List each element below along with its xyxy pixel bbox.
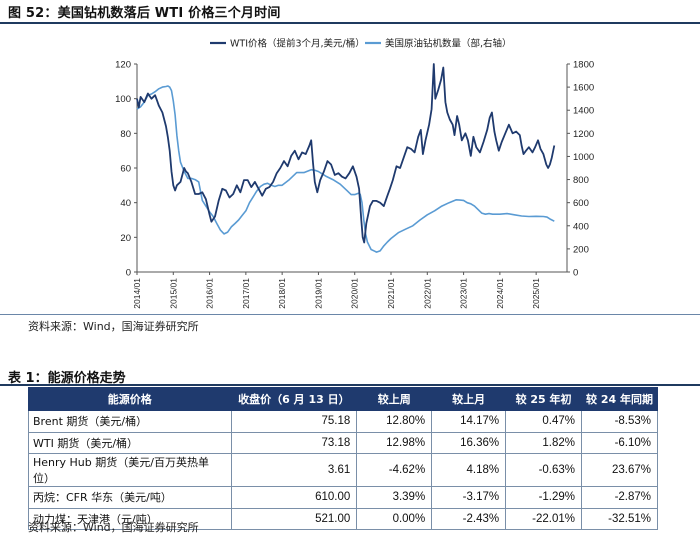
chart-axes: 0204060801001200200400600800100012001400… <box>115 60 594 309</box>
y-right-tick-label: 1200 <box>573 129 594 140</box>
x-tick-label: 2025/01 <box>531 278 541 309</box>
y-right-tick-label: 1400 <box>573 106 594 117</box>
oil-rig-count-line <box>136 85 555 253</box>
change-yoy: -32.51% <box>581 507 658 530</box>
x-tick-label: 2018/01 <box>277 278 287 309</box>
close-price: 610.00 <box>230 486 358 509</box>
y-left-tick-label: 0 <box>126 268 131 279</box>
table-row: 丙烷：CFR 华东（美元/吨） 610.00 3.39% -3.17% -1.2… <box>28 486 658 509</box>
y-left-tick-label: 100 <box>115 94 131 105</box>
x-tick-label: 2023/01 <box>459 278 469 309</box>
close-price: 3.61 <box>230 453 358 487</box>
table-header-row: 能源价格 收盘价（6 月 13 日） 较上周 较上月 较 25 年初 较 24 … <box>28 387 658 411</box>
change-week: 3.39% <box>356 486 433 509</box>
header-cell: 较 24 年同期 <box>581 387 658 411</box>
table-source: 资料来源：Wind，国海证券研究所 <box>28 521 199 534</box>
header-cell: 较上月 <box>431 387 507 411</box>
y-left-tick-label: 40 <box>120 198 131 209</box>
table-row: WTI 期货（美元/桶） 73.18 12.98% 16.36% 1.82% -… <box>28 431 658 454</box>
change-ytd: -22.01% <box>505 507 583 530</box>
x-tick-label: 2021/01 <box>386 278 396 309</box>
y-right-tick-label: 1600 <box>573 83 594 94</box>
close-price: 521.00 <box>230 507 358 530</box>
change-ytd: -1.29% <box>505 486 583 509</box>
change-month: -3.17% <box>431 486 507 509</box>
change-yoy: -6.10% <box>581 431 658 454</box>
figure-title: 图 52：美国钻机数落后 WTI 价格三个月时间 <box>8 6 281 21</box>
header-cell: 能源价格 <box>28 387 232 411</box>
chart: WTI价格（提前3个月,美元/桶） 美国原油钻机数量（部,右轴） 0 20 40 60 8… <box>115 38 594 309</box>
y-left-tick-label: 120 <box>115 60 131 71</box>
x-tick-label: 2020/01 <box>350 278 360 309</box>
table-row: 动力煤：天津港（元/吨） 521.00 0.00% -2.43% -22.01%… <box>28 507 658 530</box>
x-tick-label: 2024/01 <box>495 278 505 309</box>
y-left-tick-label: 20 <box>120 233 131 244</box>
change-week: 0.00% <box>356 507 433 530</box>
change-yoy: 23.67% <box>581 453 658 487</box>
y-right-tick-label: 800 <box>573 175 589 186</box>
x-tick-label: 2015/01 <box>168 278 178 309</box>
row-label: WTI 期货（美元/桶） <box>28 431 232 454</box>
chart-legend: WTI价格（提前3个月,美元/桶） 美国原油钻机数量（部,右轴） <box>210 38 512 50</box>
row-label: Brent 期货（美元/桶） <box>28 410 232 433</box>
y-left-tick-label: 60 <box>120 164 131 175</box>
chart-series <box>136 63 556 253</box>
x-tick-label: 2017/01 <box>241 278 251 309</box>
energy-price-table: 能源价格 收盘价（6 月 13 日） 较上周 较上月 较 25 年初 较 24 … <box>28 387 658 530</box>
table-row: Brent 期货（美元/桶） 75.18 12.80% 14.17% 0.47%… <box>28 410 658 433</box>
y-right-tick-label: 200 <box>573 244 589 255</box>
x-tick-label: 2016/01 <box>205 278 215 309</box>
change-yoy: -8.53% <box>581 410 658 433</box>
change-yoy: -2.87% <box>581 486 658 509</box>
close-price: 73.18 <box>230 431 358 454</box>
x-tick-label: 2014/01 <box>132 278 142 309</box>
change-month: 16.36% <box>431 431 507 454</box>
chart-bottom-rule <box>0 314 700 315</box>
x-tick-label: 2022/01 <box>422 278 432 309</box>
table-row: Henry Hub 期货（美元/百万英热单位） 3.61 -4.62% 4.18… <box>28 453 658 487</box>
change-ytd: -0.63% <box>505 453 583 487</box>
chart-source: 资料来源：Wind，国海证券研究所 <box>28 320 199 333</box>
table-title: 表 1：能源价格走势 <box>8 371 126 386</box>
header-cell: 收盘价（6 月 13 日） <box>230 387 358 411</box>
header-cell: 较上周 <box>356 387 433 411</box>
change-month: 14.17% <box>431 410 507 433</box>
header-cell: 较 25 年初 <box>505 387 583 411</box>
row-label: 丙烷：CFR 华东（美元/吨） <box>28 486 232 509</box>
figure-title-rule <box>0 22 700 24</box>
wti-price-line <box>136 63 556 244</box>
y-right-tick-label: 0 <box>573 268 578 279</box>
y-left-tick-label: 80 <box>120 129 131 140</box>
legend-label-rig-count: 美国原油钻机数量（部,右轴） <box>385 38 512 50</box>
y-right-tick-label: 1000 <box>573 152 594 163</box>
y-right-tick-label: 600 <box>573 198 589 209</box>
change-week: -4.62% <box>356 453 433 487</box>
change-month: -2.43% <box>431 507 507 530</box>
table-title-rule <box>0 384 700 386</box>
y-right-tick-label: 1800 <box>573 60 594 71</box>
change-ytd: 1.82% <box>505 431 583 454</box>
row-label: 动力煤：天津港（元/吨） <box>28 507 232 530</box>
close-price: 75.18 <box>230 410 358 433</box>
change-week: 12.98% <box>356 431 433 454</box>
legend-label-wti: WTI价格（提前3个月,美元/桶） <box>230 38 365 50</box>
change-month: 4.18% <box>431 453 507 487</box>
y-right-tick-label: 400 <box>573 221 589 232</box>
change-ytd: 0.47% <box>505 410 583 433</box>
change-week: 12.80% <box>356 410 433 433</box>
row-label: Henry Hub 期货（美元/百万英热单位） <box>28 453 232 487</box>
x-tick-label: 2019/01 <box>313 278 323 309</box>
